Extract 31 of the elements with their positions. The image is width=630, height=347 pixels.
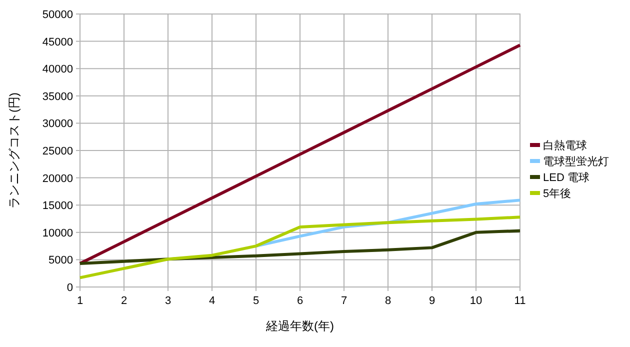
x-tick-label: 10 [470,295,482,307]
y-tick-label: 40000 [42,64,73,76]
x-tick-label: 9 [428,295,436,307]
line-series [78,229,522,266]
x-tick-label: 5 [252,295,260,307]
legend-label: LED 電球 [543,171,590,184]
x-tick-label: 1 [76,295,84,307]
x-axis-title: 経過年数(年) [265,319,334,333]
legend-label: 5年後 [543,188,572,200]
legend-label: 電球型蛍光灯 [543,155,609,168]
y-tick-label: 25000 [42,146,73,158]
x-tick-label: 11 [514,295,526,307]
y-tick-label: 45000 [42,36,73,48]
x-tick-label: 8 [384,295,392,307]
y-tick-label: 50000 [42,9,73,21]
x-tick-label: 4 [208,295,216,307]
x-tick-label: 6 [296,295,304,307]
y-tick-label: 0 [66,282,73,294]
legend-label: 白熱電球 [543,139,587,152]
line-series [78,216,522,280]
y-tick-label: 20000 [42,172,73,185]
x-tick-label: 2 [120,295,128,307]
y-tick-label: 5000 [48,254,73,267]
y-tick-label: 35000 [42,90,73,103]
x-tick-label: 7 [340,295,348,307]
x-tick-label: 3 [164,295,172,307]
y-tick-label: 10000 [42,227,73,240]
y-tick-label: 30000 [42,118,73,130]
y-tick-label: 15000 [42,200,73,212]
y-axis-title: ランニングコスト(円) [7,92,21,208]
line-series [78,44,522,266]
